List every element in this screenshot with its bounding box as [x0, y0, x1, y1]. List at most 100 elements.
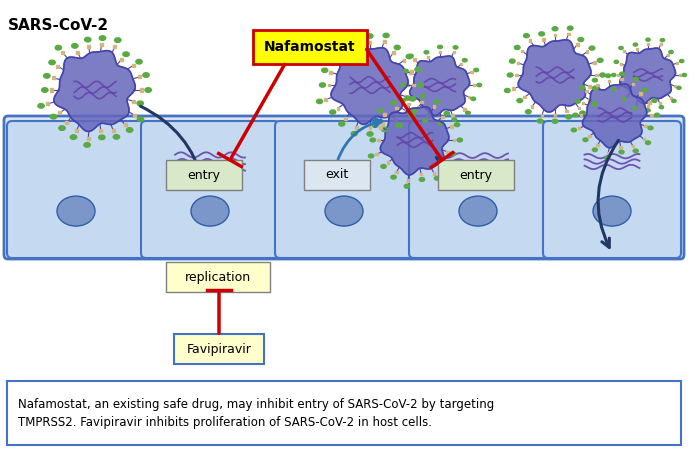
Bar [76, 50, 79, 54]
Bar [618, 74, 620, 76]
Ellipse shape [660, 39, 664, 42]
Ellipse shape [622, 98, 626, 101]
Bar [521, 50, 524, 53]
Bar [324, 98, 327, 101]
Ellipse shape [420, 94, 426, 98]
Ellipse shape [507, 73, 513, 77]
Ellipse shape [404, 184, 410, 188]
Bar [113, 45, 117, 48]
Ellipse shape [410, 97, 415, 101]
Ellipse shape [99, 36, 106, 40]
Ellipse shape [70, 135, 77, 140]
Bar [132, 100, 135, 103]
Ellipse shape [353, 39, 359, 44]
Bar [471, 71, 473, 73]
Bar [565, 110, 568, 112]
Ellipse shape [642, 88, 647, 92]
Ellipse shape [401, 99, 405, 102]
Ellipse shape [466, 111, 471, 115]
Ellipse shape [593, 196, 631, 226]
Bar [588, 85, 591, 88]
Bar [620, 63, 622, 65]
Ellipse shape [38, 104, 44, 108]
Bar [627, 94, 629, 97]
Bar [381, 122, 384, 125]
Ellipse shape [327, 54, 333, 58]
Bar [355, 126, 357, 129]
Ellipse shape [645, 141, 651, 144]
Ellipse shape [620, 72, 624, 76]
Bar [635, 103, 637, 105]
Ellipse shape [382, 127, 388, 131]
Text: replication: replication [185, 270, 251, 284]
Bar [660, 43, 662, 45]
Ellipse shape [580, 86, 585, 90]
Ellipse shape [55, 45, 61, 50]
Ellipse shape [619, 150, 624, 154]
Bar [460, 63, 462, 65]
Ellipse shape [381, 165, 386, 168]
Bar [112, 129, 115, 132]
Ellipse shape [605, 157, 610, 160]
Ellipse shape [191, 196, 229, 226]
Bar [413, 84, 415, 86]
Bar [517, 62, 520, 64]
Bar [337, 107, 339, 110]
Ellipse shape [573, 113, 578, 117]
Bar [553, 33, 556, 36]
Bar [407, 103, 410, 105]
Ellipse shape [84, 143, 90, 147]
Bar [651, 114, 653, 116]
Ellipse shape [391, 175, 396, 179]
Ellipse shape [437, 122, 442, 125]
Bar [395, 107, 397, 109]
Bar [576, 43, 578, 46]
Ellipse shape [567, 26, 573, 30]
Bar [512, 87, 515, 90]
Ellipse shape [593, 78, 598, 82]
Bar [542, 38, 545, 41]
Bar [61, 51, 64, 54]
Bar [529, 39, 531, 42]
Ellipse shape [517, 99, 522, 103]
Ellipse shape [680, 59, 684, 63]
Bar [585, 90, 588, 92]
Bar [417, 106, 419, 108]
Ellipse shape [41, 88, 48, 92]
Ellipse shape [137, 117, 144, 122]
Bar [368, 41, 371, 44]
Ellipse shape [115, 38, 121, 42]
Ellipse shape [337, 41, 343, 45]
Bar [57, 65, 59, 68]
Bar [140, 89, 143, 91]
Bar [669, 97, 671, 99]
Bar [420, 172, 422, 175]
Ellipse shape [538, 119, 543, 123]
Text: Nafamostat, an existing safe drug, may inhibit entry of SARS-CoV-2 by targeting: Nafamostat, an existing safe drug, may i… [18, 398, 494, 411]
Bar [86, 137, 90, 139]
Bar [377, 139, 380, 141]
Ellipse shape [593, 86, 598, 90]
Ellipse shape [571, 128, 576, 132]
Ellipse shape [552, 27, 558, 31]
Ellipse shape [57, 196, 95, 226]
Ellipse shape [136, 59, 142, 64]
Bar [608, 80, 610, 82]
Bar [632, 145, 634, 148]
Bar [580, 114, 582, 116]
Ellipse shape [401, 83, 406, 87]
Polygon shape [410, 56, 470, 116]
Bar [138, 76, 141, 78]
Ellipse shape [435, 100, 440, 104]
Text: Favipiravir: Favipiravir [186, 342, 251, 356]
Ellipse shape [420, 178, 424, 181]
Bar [676, 62, 678, 64]
Ellipse shape [330, 110, 336, 114]
FancyBboxPatch shape [174, 334, 264, 364]
Bar [596, 144, 599, 146]
Ellipse shape [383, 33, 389, 37]
Ellipse shape [394, 45, 400, 50]
Ellipse shape [424, 50, 428, 54]
Ellipse shape [448, 167, 453, 171]
Bar [120, 58, 123, 61]
